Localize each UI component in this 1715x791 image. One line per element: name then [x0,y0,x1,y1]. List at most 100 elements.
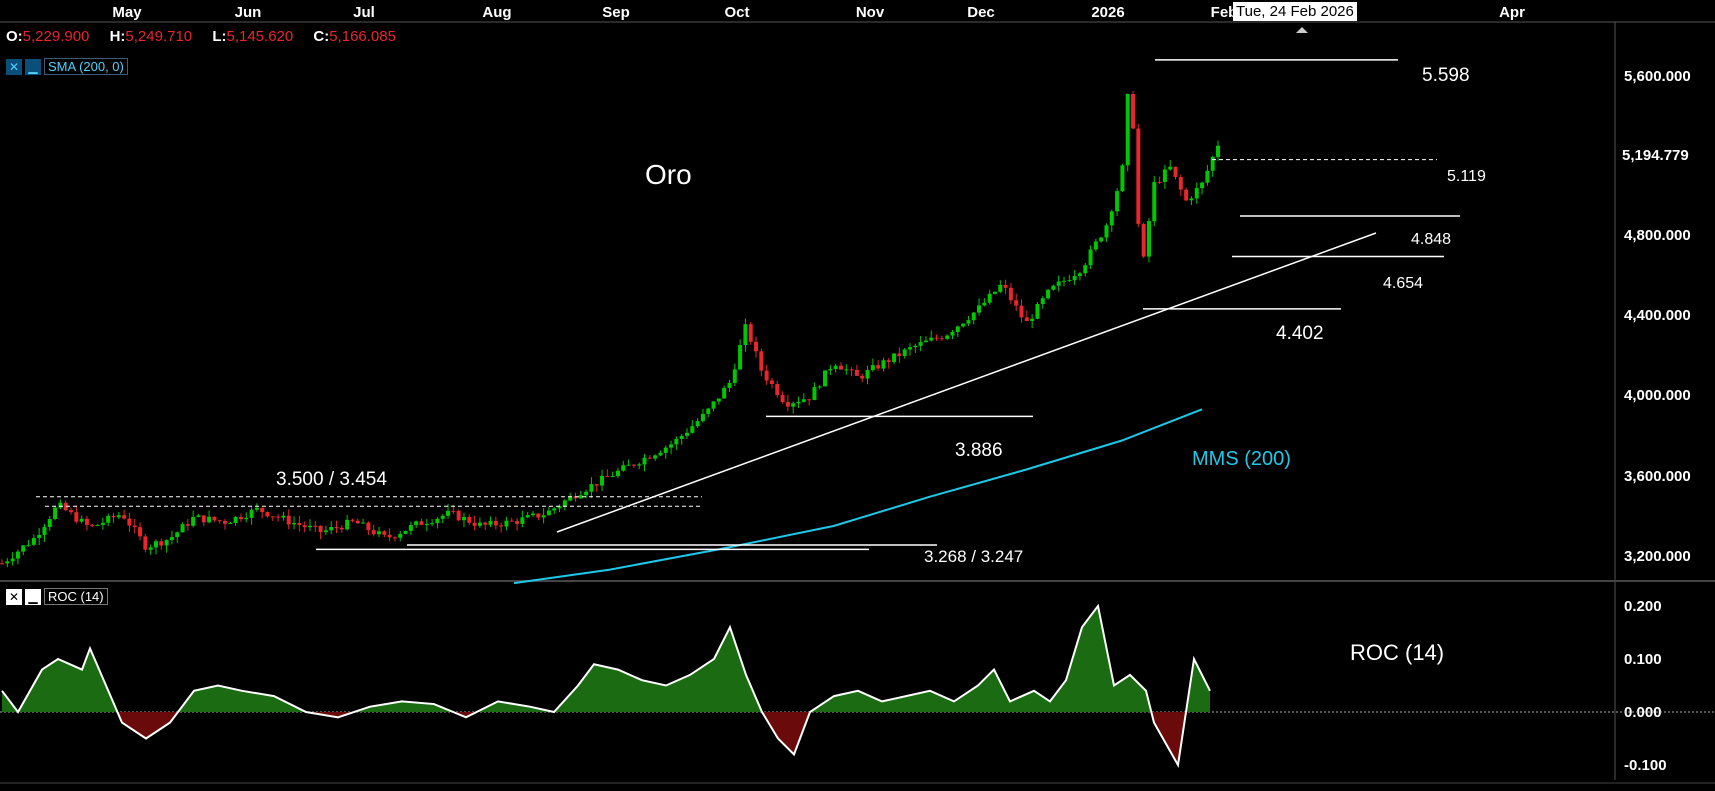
close-label: C: [313,28,330,45]
roc-area-segment [594,664,618,712]
candle-body [695,421,700,427]
candle-body [690,426,695,433]
roc-area-segment [498,701,530,712]
candle-body [175,532,180,538]
candle-body [1141,223,1146,257]
candle-body [1173,166,1178,178]
candle-body [334,527,339,529]
candle-body [1035,303,1040,319]
candle-body [499,525,504,527]
roc-area-segment [218,685,242,712]
candle-body [307,525,312,528]
date-axis-tick-label: 2026 [1091,4,1124,21]
roc-area-segment [242,690,274,712]
roc-area-segment [954,685,978,712]
roc-area-segment [194,685,218,712]
sma-indicator-name[interactable]: SMA (200, 0) [44,58,128,75]
candle-body [244,517,249,520]
candle-body [1216,145,1220,157]
candle-body [897,353,902,356]
candle-body [1125,94,1130,166]
close-icon[interactable]: ✕ [6,58,22,75]
candle-body [886,360,891,363]
roc-area-segment [58,659,82,712]
candle-body [456,510,461,521]
candle-body [1062,280,1067,282]
candle-body [982,302,987,306]
candle-body [483,522,488,525]
candle-body [196,515,201,517]
candle-body [801,399,806,402]
candle-body [589,484,594,492]
minimize-icon[interactable]: ▁ [25,588,41,605]
price-candles [0,90,1220,568]
sma-line [513,408,1203,585]
candle-body [451,510,456,512]
candle-body [828,369,833,371]
candle-body [881,360,886,369]
candle-body [738,345,743,370]
candle-body [584,491,589,496]
candle-body [716,398,721,402]
close-icon[interactable]: ✕ [6,588,22,605]
candle-body [366,522,371,531]
candle-body [918,342,923,346]
candle-body [398,533,403,538]
roc-area-segment [666,674,690,712]
candle-body [674,438,679,445]
candle-body [132,525,137,528]
price-axis-tick-label: 4,000.000 [1624,387,1691,404]
candle-body [684,432,689,436]
roc-area-segment [1098,606,1114,712]
candle-body [663,447,668,453]
minimize-icon[interactable]: ▁ [25,58,41,75]
candle-body [260,507,265,513]
date-axis-tick-label: Aug [482,4,511,21]
candle-body [908,347,913,350]
roc-area-segment [146,712,170,739]
candle-body [21,545,26,552]
roc-area-segment [578,664,594,712]
candle-body [971,312,976,321]
candle-body [520,517,525,524]
candle-body [1157,181,1162,183]
candle-body [600,475,605,486]
candle-body [493,520,498,526]
candle-body [706,408,711,414]
candle-body [647,457,652,459]
roc-area-segment [714,627,730,712]
level-label: 4.848 [1411,231,1451,248]
candle-body [63,502,68,511]
roc-axis-tick-label: 0.200 [1624,598,1662,615]
candle-body [180,524,185,533]
candle-body [1200,182,1205,189]
roc-indicator-name[interactable]: ROC (14) [44,588,108,605]
candle-body [1072,276,1077,281]
candle-body [111,515,116,518]
candle-body [467,516,472,523]
candle-body [515,521,520,524]
candle-body [679,435,684,439]
candle-body [950,332,955,336]
candle-body [37,534,42,538]
candle-body [1178,177,1183,190]
candle-body [902,349,907,356]
candle-body [265,512,270,517]
roc-area-segment [994,669,1010,712]
date-axis-tick-label: Sep [602,4,630,21]
candle-body [488,520,493,525]
candle-body [754,341,759,352]
candle-body [69,510,74,513]
candle-body [631,464,636,466]
price-axis-tick-label: 4,400.000 [1624,307,1691,324]
candle-body [1109,211,1114,226]
candle-body [53,507,58,520]
candle-body [371,530,376,535]
candle-body [1056,281,1061,286]
candle-body [1046,289,1051,299]
candle-body [1210,156,1215,171]
level-label: 4.402 [1276,323,1324,344]
price-axis-tick-label: 5,600.000 [1624,68,1691,85]
candle-body [339,527,344,530]
